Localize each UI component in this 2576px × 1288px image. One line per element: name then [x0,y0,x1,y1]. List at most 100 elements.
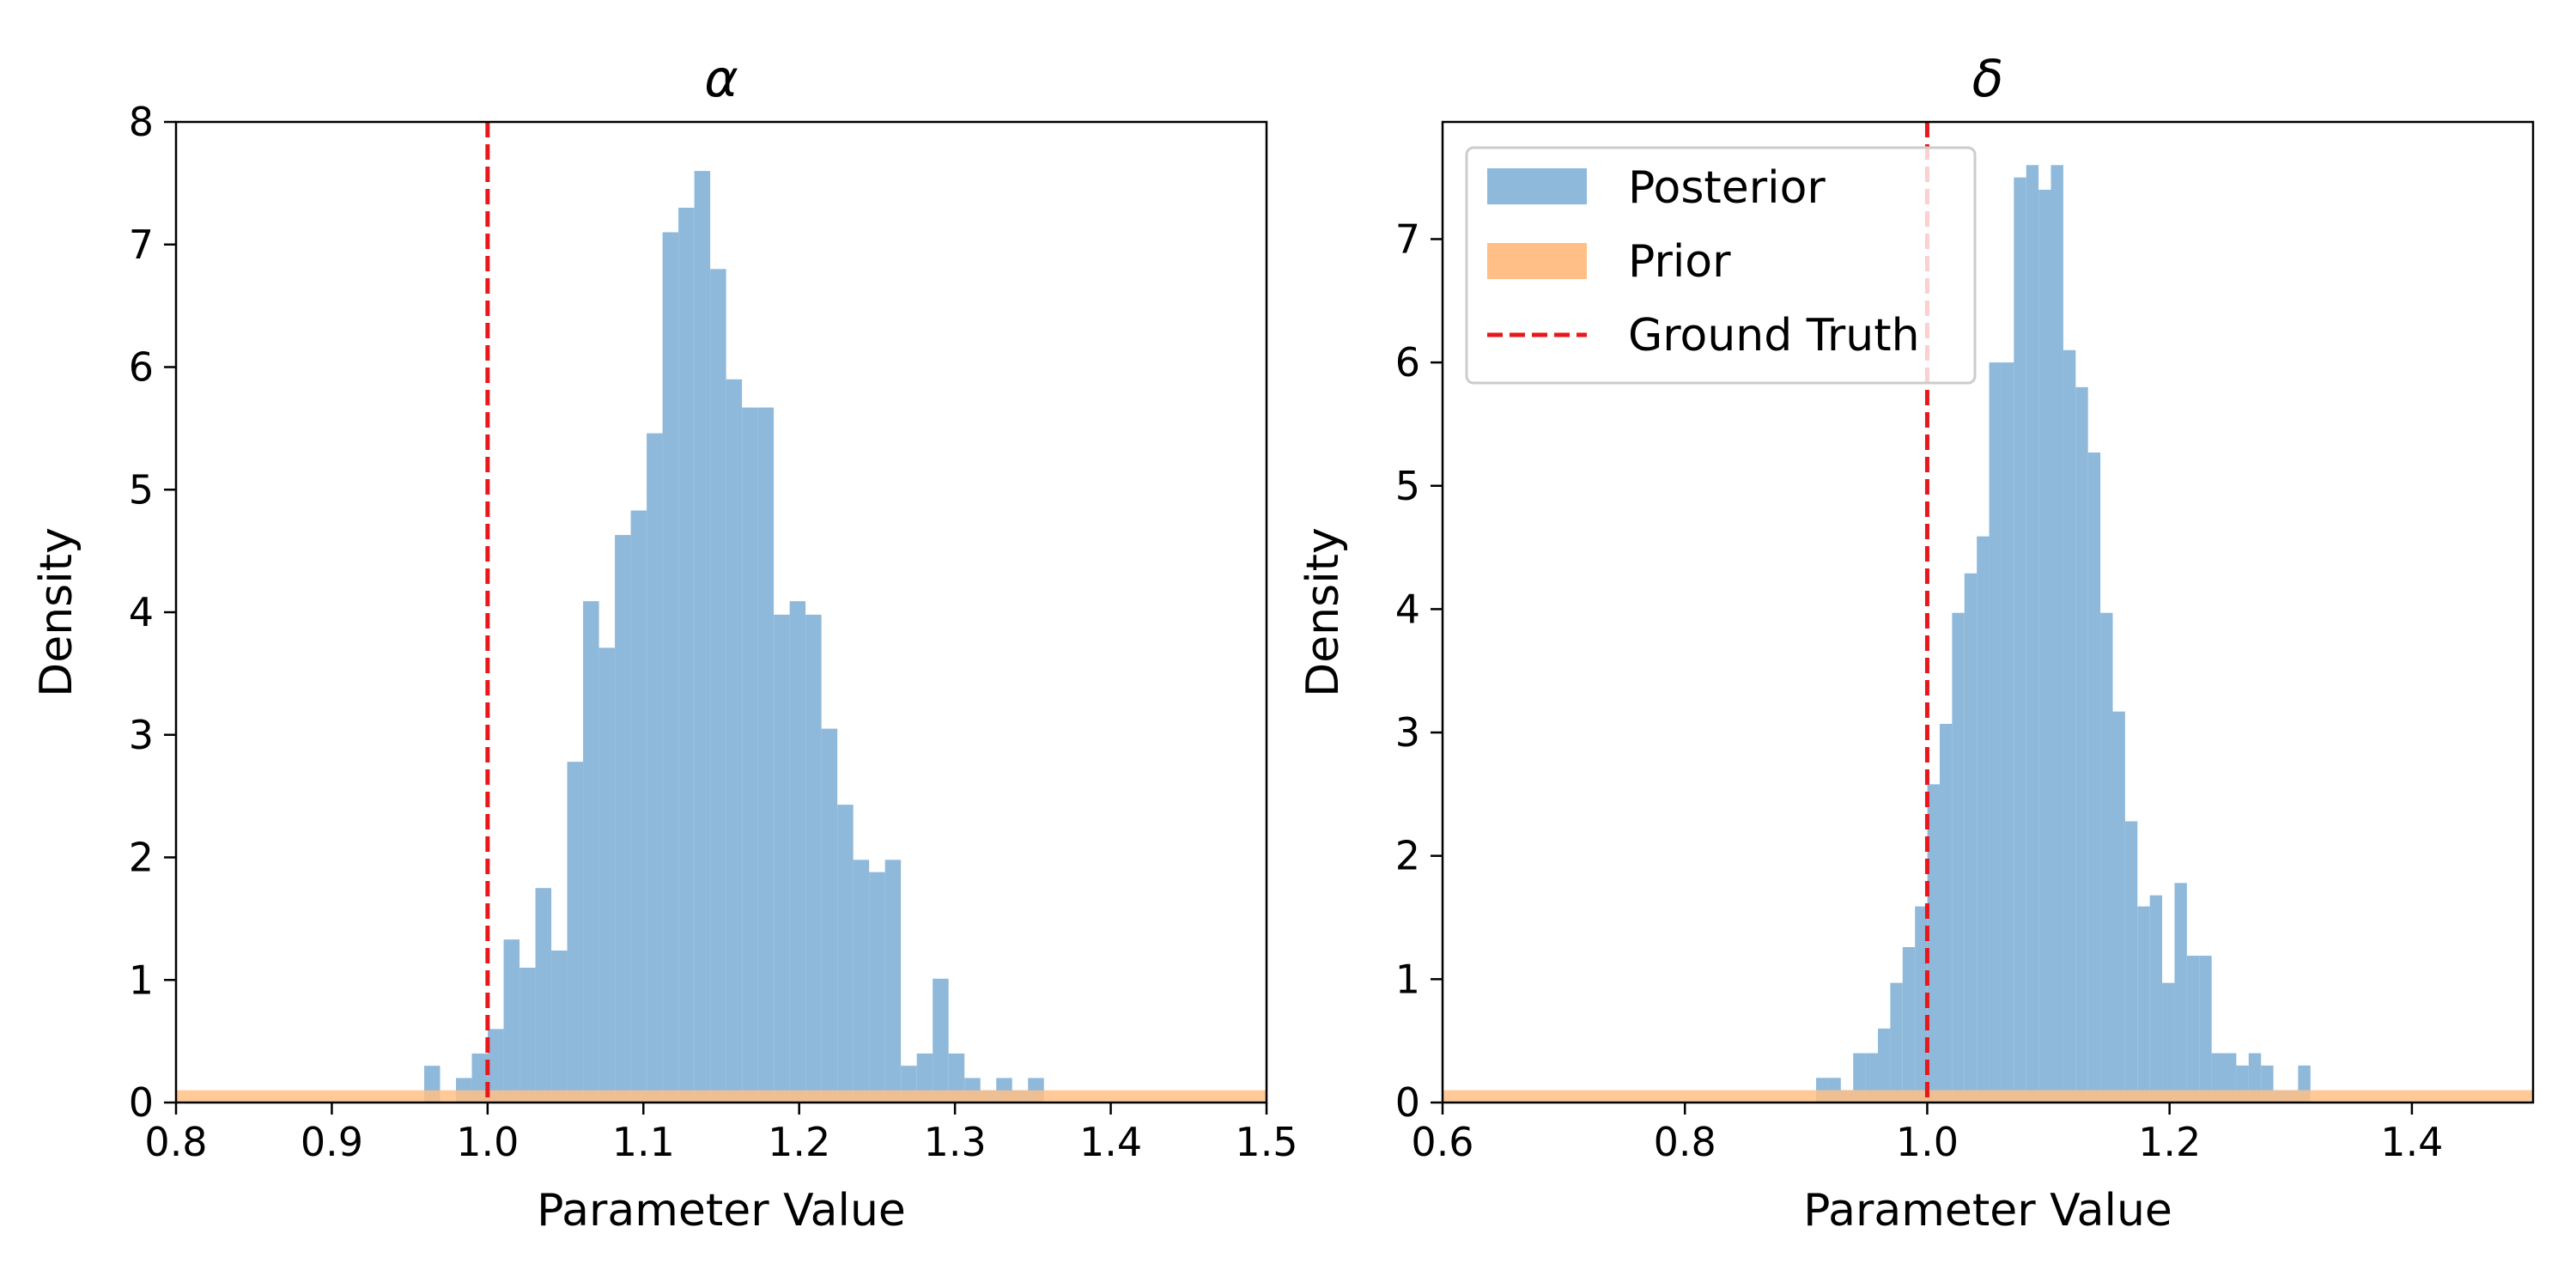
legend-label-posterior: Posterior [1628,162,1826,214]
delta-posterior-bar-26 [2137,906,2150,1103]
alpha-posterior-bar-27 [853,860,870,1103]
delta-ytick-label-3: 3 [1395,709,1420,756]
delta-posterior-bar-14 [1989,362,2002,1103]
alpha-posterior-bar-28 [869,872,885,1103]
delta-posterior-bar-22 [2087,452,2101,1103]
delta-posterior-bar-30 [2186,956,2200,1103]
delta-posterior-bar-31 [2199,956,2212,1103]
delta-ytick-label-7: 7 [1395,216,1420,262]
delta-posterior-bar-7 [1902,947,1916,1103]
alpha-posterior-bar-11 [598,647,616,1103]
legend-label-ground-truth: Ground Truth [1628,310,1920,361]
delta-panel: 0.6 0.8 1.0 1.2 1.4 0 1 2 3 4 5 6 7 δ Parameter Value D… [1297,49,2535,1236]
delta-posterior-bar-11 [1952,612,1965,1103]
delta-posterior-bar-17 [2026,165,2039,1103]
alpha-posterior-bar-25 [821,728,838,1103]
delta-posterior-bar-10 [1939,724,1953,1103]
delta-posterior-bar-18 [2038,190,2051,1103]
alpha-xtick-label-3: 1.1 [612,1119,675,1165]
legend-swatch-posterior [1487,168,1587,204]
alpha-posterior-bar-5 [503,939,520,1103]
alpha-xtick-label-5: 1.3 [924,1119,987,1165]
alpha-xtick-label-1: 0.9 [301,1119,363,1165]
alpha-posterior-bar-32 [933,978,949,1103]
alpha-posterior-bar-8 [551,950,568,1103]
alpha-posterior-bar-24 [805,614,822,1103]
delta-posterior-bar-6 [1890,982,1903,1103]
alpha-prior-band [176,1090,1267,1103]
alpha-panel: 0.8 0.9 1.0 1.1 1.2 1.3 1.4 1.5 0 1 2 3 4 5 6 7 8 α Parame… [31,49,1298,1236]
delta-ytick-label-2: 2 [1395,833,1420,879]
delta-posterior-bar-21 [2075,386,2088,1103]
delta-xtick-label-0: 0.6 [1411,1119,1473,1165]
delta-posterior-bar-9 [1927,784,1940,1103]
delta-posterior-bar-16 [2014,177,2026,1103]
delta-posterior-bar-12 [1964,573,1978,1103]
delta-title: δ [1972,49,2004,109]
alpha-posterior-bar-15 [662,232,679,1103]
legend-label-prior: Prior [1628,236,1731,288]
alpha-posterior-bar-22 [774,614,790,1103]
alpha-ytick-label-2: 2 [129,835,154,881]
delta-ytick-label-4: 4 [1395,586,1420,632]
alpha-posterior-bar-4 [488,1029,504,1103]
alpha-posterior-bar-16 [678,207,695,1103]
delta-xtick-label-2: 1.0 [1896,1119,1959,1165]
legend-swatch-prior [1487,243,1587,279]
alpha-posterior-bar-14 [647,433,663,1103]
alpha-posterior-bar-10 [583,601,599,1103]
alpha-posterior-bar-18 [710,269,726,1103]
delta-posterior-bar-29 [2174,883,2187,1103]
alpha-posterior-bar-6 [519,967,536,1103]
alpha-ytick-label-0: 0 [129,1079,154,1126]
delta-posterior-bar-19 [2050,165,2063,1103]
delta-posterior-bar-25 [2124,821,2138,1103]
alpha-ytick-label-8: 8 [129,99,154,145]
alpha-xtick-label-6: 1.4 [1079,1119,1142,1165]
alpha-xtick-label-7: 1.5 [1235,1119,1297,1165]
alpha-posterior-bar-9 [567,762,584,1103]
delta-x-axis-label: Parameter Value [1803,1185,2172,1236]
alpha-posterior-bar-23 [789,601,806,1103]
delta-xtick-label-1: 0.8 [1654,1119,1716,1165]
alpha-ytick-label-1: 1 [129,957,154,1003]
alpha-ytick-label-4: 4 [129,589,154,635]
delta-posterior-bar-13 [1977,536,1990,1103]
alpha-ytick-label-6: 6 [129,344,154,391]
delta-ytick-label-0: 0 [1395,1079,1420,1126]
alpha-posterior-bar-17 [694,171,711,1103]
delta-posterior-bar-20 [2063,349,2076,1103]
alpha-posterior-bar-19 [726,379,743,1103]
delta-ytick-label-6: 6 [1395,339,1420,386]
delta-posterior-bar-27 [2149,895,2163,1103]
alpha-ytick-label-3: 3 [129,712,154,758]
delta-posterior-bar-15 [2001,362,2014,1103]
legend-box [1465,146,1977,385]
delta-posterior-bar-24 [2112,711,2125,1103]
alpha-xtick-label-2: 1.0 [456,1119,519,1165]
delta-xtick-label-4: 1.4 [2380,1119,2443,1165]
alpha-posterior-bar-13 [630,510,647,1103]
alpha-xtick-label-0: 0.8 [144,1119,207,1165]
delta-ytick-label-5: 5 [1395,463,1420,509]
delta-ytick-label-1: 1 [1395,956,1420,1002]
legend: Posterior Prior Ground Truth [1465,146,1977,385]
alpha-xtick-label-4: 1.2 [768,1119,830,1165]
delta-prior-band [1443,1090,2533,1103]
alpha-posterior-bar-7 [535,888,552,1103]
alpha-posterior-bar-26 [837,805,854,1103]
delta-axes-frame [1441,120,2535,1104]
alpha-y-axis-label: Density [31,527,82,697]
delta-posterior-bar-23 [2100,612,2113,1103]
alpha-x-axis-label: Parameter Value [537,1185,906,1236]
alpha-posterior-bar-21 [757,407,775,1103]
alpha-posterior-bar-29 [884,860,902,1103]
delta-posterior-bar-28 [2162,982,2175,1103]
delta-y-axis-label: Density [1297,527,1349,697]
alpha-posterior-bar-20 [742,407,758,1103]
alpha-ytick-label-7: 7 [129,222,154,268]
delta-posterior-bar-8 [1915,906,1928,1103]
alpha-ytick-label-5: 5 [129,466,154,513]
delta-posterior-bar-5 [1878,1028,1891,1103]
